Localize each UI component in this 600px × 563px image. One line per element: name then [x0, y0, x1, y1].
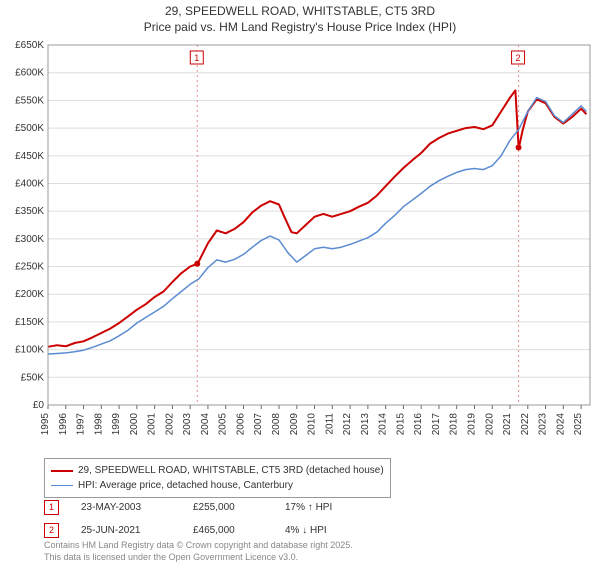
title-block: 29, SPEEDWELL ROAD, WHITSTABLE, CT5 3RD …: [0, 0, 600, 35]
svg-text:£400K: £400K: [15, 179, 44, 190]
svg-text:2022: 2022: [520, 413, 531, 436]
svg-text:2016: 2016: [413, 413, 424, 436]
svg-text:2010: 2010: [307, 413, 318, 436]
svg-text:2009: 2009: [289, 413, 300, 436]
footer-line-2: This data is licensed under the Open Gov…: [44, 552, 353, 563]
svg-text:2005: 2005: [218, 413, 229, 436]
sale-price: £255,000: [193, 502, 263, 513]
svg-text:2001: 2001: [147, 413, 158, 436]
sale-date: 23-MAY-2003: [81, 502, 171, 513]
legend-swatch: [51, 485, 73, 486]
svg-text:2003: 2003: [182, 413, 193, 436]
svg-text:2017: 2017: [431, 413, 442, 436]
chart-svg: £0 £50K £100K £150K £200K £250K £300K £350K £400…: [0, 35, 600, 455]
legend-item: 29, SPEEDWELL ROAD, WHITSTABLE, CT5 3RD …: [51, 463, 384, 478]
sale-marker-icon: 1: [44, 500, 59, 515]
svg-text:£450K: £450K: [15, 151, 44, 162]
svg-text:2023: 2023: [538, 413, 549, 436]
svg-text:2024: 2024: [555, 413, 566, 436]
svg-text:£150K: £150K: [15, 317, 44, 328]
legend-swatch: [51, 470, 73, 472]
svg-text:£100K: £100K: [15, 345, 44, 356]
svg-text:£0: £0: [33, 400, 45, 411]
svg-text:2021: 2021: [502, 413, 513, 436]
svg-text:2019: 2019: [466, 413, 477, 436]
sale-price: £465,000: [193, 525, 263, 536]
title-line-2: Price paid vs. HM Land Registry's House …: [0, 20, 600, 36]
chart-area: £0 £50K £100K £150K £200K £250K £300K £350K £400…: [0, 35, 600, 455]
svg-text:£500K: £500K: [15, 123, 44, 134]
footer-line-1: Contains HM Land Registry data © Crown c…: [44, 540, 353, 552]
svg-text:2008: 2008: [271, 413, 282, 436]
svg-text:2000: 2000: [129, 413, 140, 436]
sale-hpi-delta: 17% ↑ HPI: [285, 502, 375, 513]
svg-text:2018: 2018: [449, 413, 460, 436]
svg-text:2025: 2025: [573, 413, 584, 436]
legend-box: 29, SPEEDWELL ROAD, WHITSTABLE, CT5 3RD …: [44, 458, 391, 498]
svg-text:2020: 2020: [484, 413, 495, 436]
svg-text:£350K: £350K: [15, 206, 44, 217]
svg-text:2004: 2004: [200, 413, 211, 436]
svg-text:2006: 2006: [235, 413, 246, 436]
svg-text:2013: 2013: [360, 413, 371, 436]
svg-text:1999: 1999: [111, 413, 122, 436]
sale-hpi-delta: 4% ↓ HPI: [285, 525, 375, 536]
legend-label: 29, SPEEDWELL ROAD, WHITSTABLE, CT5 3RD …: [78, 463, 384, 478]
svg-text:£600K: £600K: [15, 68, 44, 79]
svg-text:2014: 2014: [378, 413, 389, 436]
svg-text:£250K: £250K: [15, 262, 44, 273]
svg-text:2: 2: [516, 53, 521, 63]
svg-text:2002: 2002: [164, 413, 175, 436]
sale-row: 1 23-MAY-2003 £255,000 17% ↑ HPI: [44, 496, 375, 519]
svg-text:1995: 1995: [40, 413, 51, 436]
legend-label: HPI: Average price, detached house, Cant…: [78, 478, 293, 493]
svg-text:1998: 1998: [93, 413, 104, 436]
sales-table: 1 23-MAY-2003 £255,000 17% ↑ HPI 2 25-JUN-202…: [44, 496, 375, 542]
legend-item: HPI: Average price, detached house, Cant…: [51, 478, 384, 493]
svg-text:1: 1: [194, 53, 199, 63]
svg-text:£200K: £200K: [15, 289, 44, 300]
svg-text:2012: 2012: [342, 413, 353, 436]
svg-text:1996: 1996: [58, 413, 69, 436]
chart-container: 29, SPEEDWELL ROAD, WHITSTABLE, CT5 3RD …: [0, 0, 600, 560]
svg-text:2015: 2015: [395, 413, 406, 436]
sale-marker-icon: 2: [44, 523, 59, 538]
svg-text:£550K: £550K: [15, 96, 44, 107]
svg-text:2007: 2007: [253, 413, 264, 436]
svg-text:£650K: £650K: [15, 40, 44, 51]
title-line-1: 29, SPEEDWELL ROAD, WHITSTABLE, CT5 3RD: [0, 4, 600, 20]
svg-text:2011: 2011: [324, 413, 335, 435]
sale-date: 25-JUN-2021: [81, 525, 171, 536]
svg-text:1997: 1997: [76, 413, 87, 436]
svg-text:£50K: £50K: [21, 372, 45, 383]
sale-row: 2 25-JUN-2021 £465,000 4% ↓ HPI: [44, 519, 375, 542]
svg-text:£300K: £300K: [15, 234, 44, 245]
